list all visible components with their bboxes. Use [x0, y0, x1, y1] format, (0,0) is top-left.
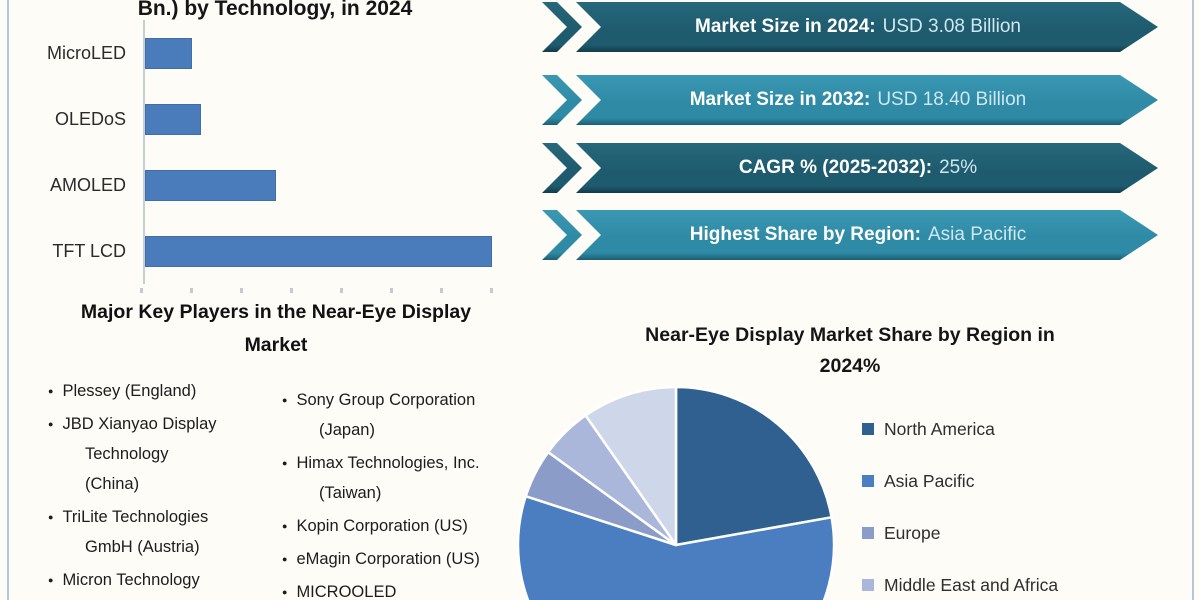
key-player-item: eMagin Corporation (US): [244, 544, 496, 574]
pie-slice-north-america: [674, 385, 833, 547]
banner-label: Market Size in 2024:: [695, 16, 876, 37]
key-players-section: Major Key Players in the Near-Eye Displa…: [10, 292, 542, 600]
banner-arrow-shape: [542, 143, 1158, 193]
legend-item: Middle East and Africa: [862, 559, 1058, 600]
bar-row: [145, 218, 518, 284]
legend-label: Asia Pacific: [884, 470, 975, 491]
legend-item: Asia Pacific: [862, 455, 1058, 507]
banner-value: USD 3.08 Billion: [882, 16, 1021, 37]
banner-text: Market Size in 2032: USD 18.40 Billion: [602, 75, 1114, 125]
stat-banner-3: CAGR % (2025-2032): 25%: [542, 143, 1158, 193]
legend-label: Middle East and Africa: [884, 574, 1059, 595]
bar-category-label: TFT LCD: [52, 240, 126, 261]
key-player-item: Himax Technologies, Inc.(Taiwan): [244, 448, 496, 508]
stat-banner-2: Market Size in 2032: USD 18.40 Billion: [542, 75, 1158, 125]
banner-text: Market Size in 2024: USD 3.08 Billion: [602, 2, 1114, 52]
key-player-item: Plessey (England): [10, 376, 238, 406]
market-stat-banners: Market Size in 2024: USD 3.08 Billion Mark…: [542, 0, 1158, 270]
stat-banner-1: Market Size in 2024: USD 3.08 Billion: [542, 2, 1158, 52]
legend-label: Europe: [884, 522, 941, 543]
bar-row: [145, 20, 518, 86]
banner-value: USD 18.40 Billion: [877, 89, 1027, 110]
pie-chart-title: Near-Eye Display Market Share by Region …: [540, 320, 1160, 382]
legend-swatch: [862, 423, 874, 435]
pie-slice-asia-pacific: [516, 494, 836, 600]
key-players-right-column: Sony Group Corporation(Japan)Himax Techn…: [244, 385, 496, 600]
pie-graphic: [516, 385, 836, 600]
legend-item: North America: [862, 403, 1058, 455]
legend-swatch: [862, 579, 874, 591]
bar: [145, 169, 276, 201]
right-border-line: [1192, 0, 1194, 600]
stat-banner-4: Highest Share by Region: Asia Pacific: [542, 210, 1158, 260]
banner-text: CAGR % (2025-2032): 25%: [602, 143, 1114, 193]
legend-item: Europe: [862, 507, 1058, 559]
banner-arrow-shape: [542, 75, 1158, 125]
banner-label: Market Size in 2032:: [689, 89, 871, 110]
bar-category-labels: MicroLED OLEDoS AMOLED TFT LCD: [10, 20, 135, 284]
technology-bar-chart: Bn.) by Technology, in 2024 MicroLED OLED…: [10, 0, 540, 293]
bar: [145, 235, 493, 267]
pie-title-line1: Near-Eye Display Market Share by Region …: [645, 324, 1055, 346]
key-player-item: Micron TechnologyInc. (US): [10, 565, 238, 600]
cropped-axis-tick-labels: [140, 288, 510, 293]
key-player-item: Kopin Corporation (US): [244, 511, 496, 541]
key-players-heading: Major Key Players in the Near-Eye Displa…: [10, 292, 542, 362]
key-players-heading-line1: Major Key Players in the Near-Eye Displa…: [80, 301, 472, 323]
banner-label: Highest Share by Region:: [689, 224, 921, 245]
bar-category-label: MicroLED: [46, 42, 126, 63]
bar-category-label: AMOLED: [49, 174, 126, 195]
pie-title-line2: 2024%: [819, 355, 881, 377]
bar: [145, 37, 192, 69]
banner-value: 25%: [939, 157, 978, 178]
banner-label: CAGR % (2025-2032):: [738, 157, 933, 178]
key-players-columns: Plessey (England)JBD Xianyao DisplayTech…: [10, 376, 542, 600]
bar: [145, 103, 201, 135]
key-player-item: MICROOLED Technologies: [244, 577, 496, 600]
banner-arrow-shape: [542, 2, 1158, 52]
legend-label: North America: [884, 418, 995, 439]
pie-legend: North America Asia Pacific Europe Middle Ea…: [862, 403, 1058, 600]
left-border-line: [7, 0, 9, 600]
bar-row: [145, 86, 518, 152]
key-players-left-column: Plessey (England)JBD Xianyao DisplayTech…: [10, 376, 238, 600]
bar-plot-area: [143, 20, 518, 284]
key-player-item: Sony Group Corporation(Japan): [244, 385, 496, 445]
bar-category-label: OLEDoS: [54, 108, 126, 129]
pie-slice-unlabeled: [584, 385, 678, 547]
key-players-heading-line2: Market: [244, 334, 308, 356]
banner-text: Highest Share by Region: Asia Pacific: [602, 210, 1114, 260]
bar-chart-title: Bn.) by Technology, in 2024: [137, 0, 413, 20]
legend-swatch: [862, 475, 874, 487]
legend-swatch: [862, 527, 874, 539]
banner-arrow-shape: [542, 210, 1158, 260]
banner-value: Asia Pacific: [928, 224, 1027, 245]
bar-row: [145, 152, 518, 218]
region-pie-chart: Near-Eye Display Market Share by Region …: [516, 300, 1200, 600]
